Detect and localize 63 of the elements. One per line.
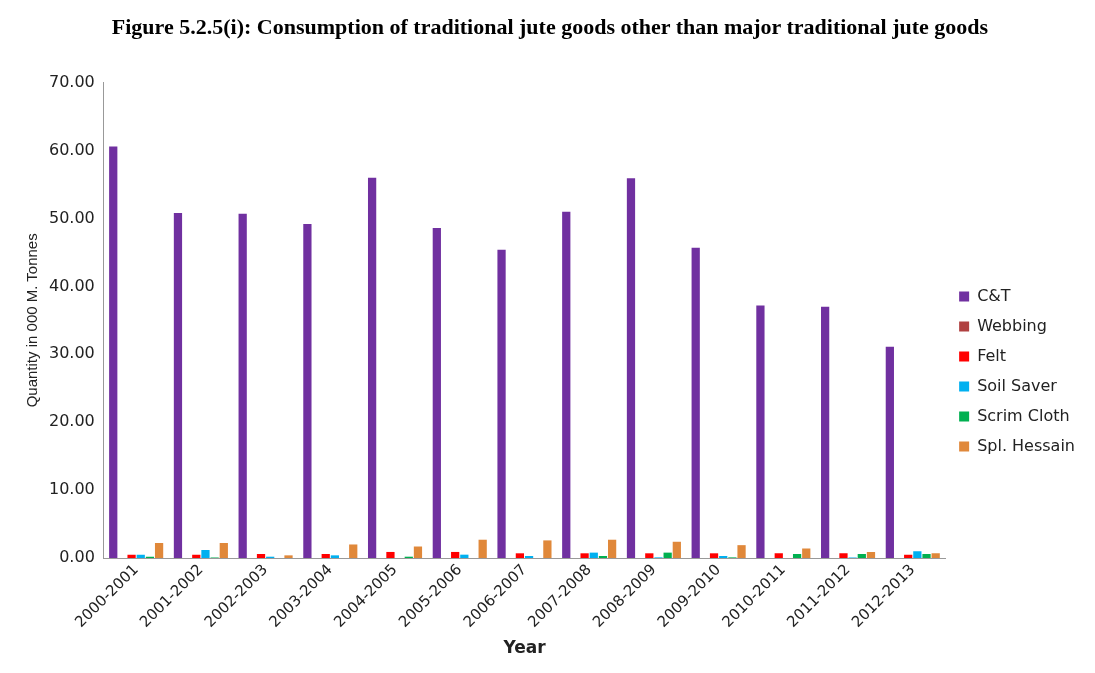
bar [626, 178, 636, 559]
bar [219, 543, 228, 559]
legend-label: Spl. Hessain [977, 435, 1076, 455]
bar [515, 553, 525, 559]
bar [154, 543, 164, 559]
chart-title: Figure 5.2.5(i): Consumption of traditional jute goods other than major traditional jute goods [110, 14, 990, 40]
bar [330, 555, 340, 559]
bar [367, 177, 377, 559]
bar [580, 553, 589, 559]
bar [497, 249, 506, 559]
y-tick-label: 40.00 [48, 275, 95, 295]
legend-label: Scrim Cloth [977, 405, 1070, 425]
bar [756, 305, 765, 559]
bar [645, 553, 654, 559]
bar [737, 545, 746, 559]
y-tick-label: 0.00 [59, 547, 95, 567]
legend-label: C&T [977, 285, 1011, 305]
bar [432, 227, 441, 559]
bar [719, 556, 728, 559]
legend-label: Soil Saver [977, 375, 1058, 395]
bar [802, 548, 811, 559]
bar [866, 551, 876, 559]
bar [349, 544, 358, 559]
bar [839, 553, 848, 559]
bar [821, 306, 830, 559]
y-tick-label: 30.00 [48, 343, 95, 363]
bar [607, 539, 617, 559]
bar [922, 553, 931, 559]
bar [173, 213, 183, 559]
bar [709, 553, 719, 559]
bar [478, 539, 487, 559]
bar [109, 146, 118, 559]
bar [885, 346, 894, 559]
bar [931, 553, 940, 559]
legend-label: Felt [977, 345, 1007, 365]
bar [672, 541, 681, 559]
bar [913, 551, 922, 559]
y-axis-title: Quantity in 000 M. Tonnes [23, 233, 41, 408]
bar [201, 549, 210, 559]
bar [284, 555, 293, 559]
legend-label: Webbing [977, 315, 1047, 335]
bar [691, 247, 700, 559]
bar [598, 556, 608, 559]
bar [256, 553, 266, 559]
y-tick-label: 20.00 [48, 411, 95, 431]
bar [857, 553, 866, 559]
y-tick-label: 50.00 [48, 207, 95, 227]
bar [524, 556, 534, 559]
bar [303, 223, 312, 559]
bar [321, 553, 330, 559]
bar [413, 546, 423, 559]
y-tick-label: 10.00 [48, 479, 95, 499]
y-tick-label: 60.00 [48, 139, 95, 159]
bar [792, 553, 802, 559]
bar [451, 551, 460, 559]
bar [238, 213, 247, 559]
bar [543, 540, 552, 559]
bar [386, 551, 395, 559]
x-axis-title: Year [502, 637, 547, 658]
bar [127, 554, 136, 559]
bar [562, 211, 571, 559]
y-tick-label: 70.00 [48, 71, 95, 91]
bar [774, 553, 783, 559]
